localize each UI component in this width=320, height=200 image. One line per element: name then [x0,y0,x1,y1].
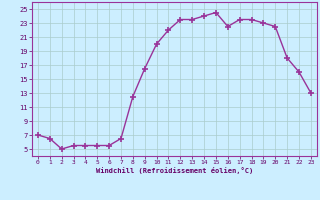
X-axis label: Windchill (Refroidissement éolien,°C): Windchill (Refroidissement éolien,°C) [96,167,253,174]
